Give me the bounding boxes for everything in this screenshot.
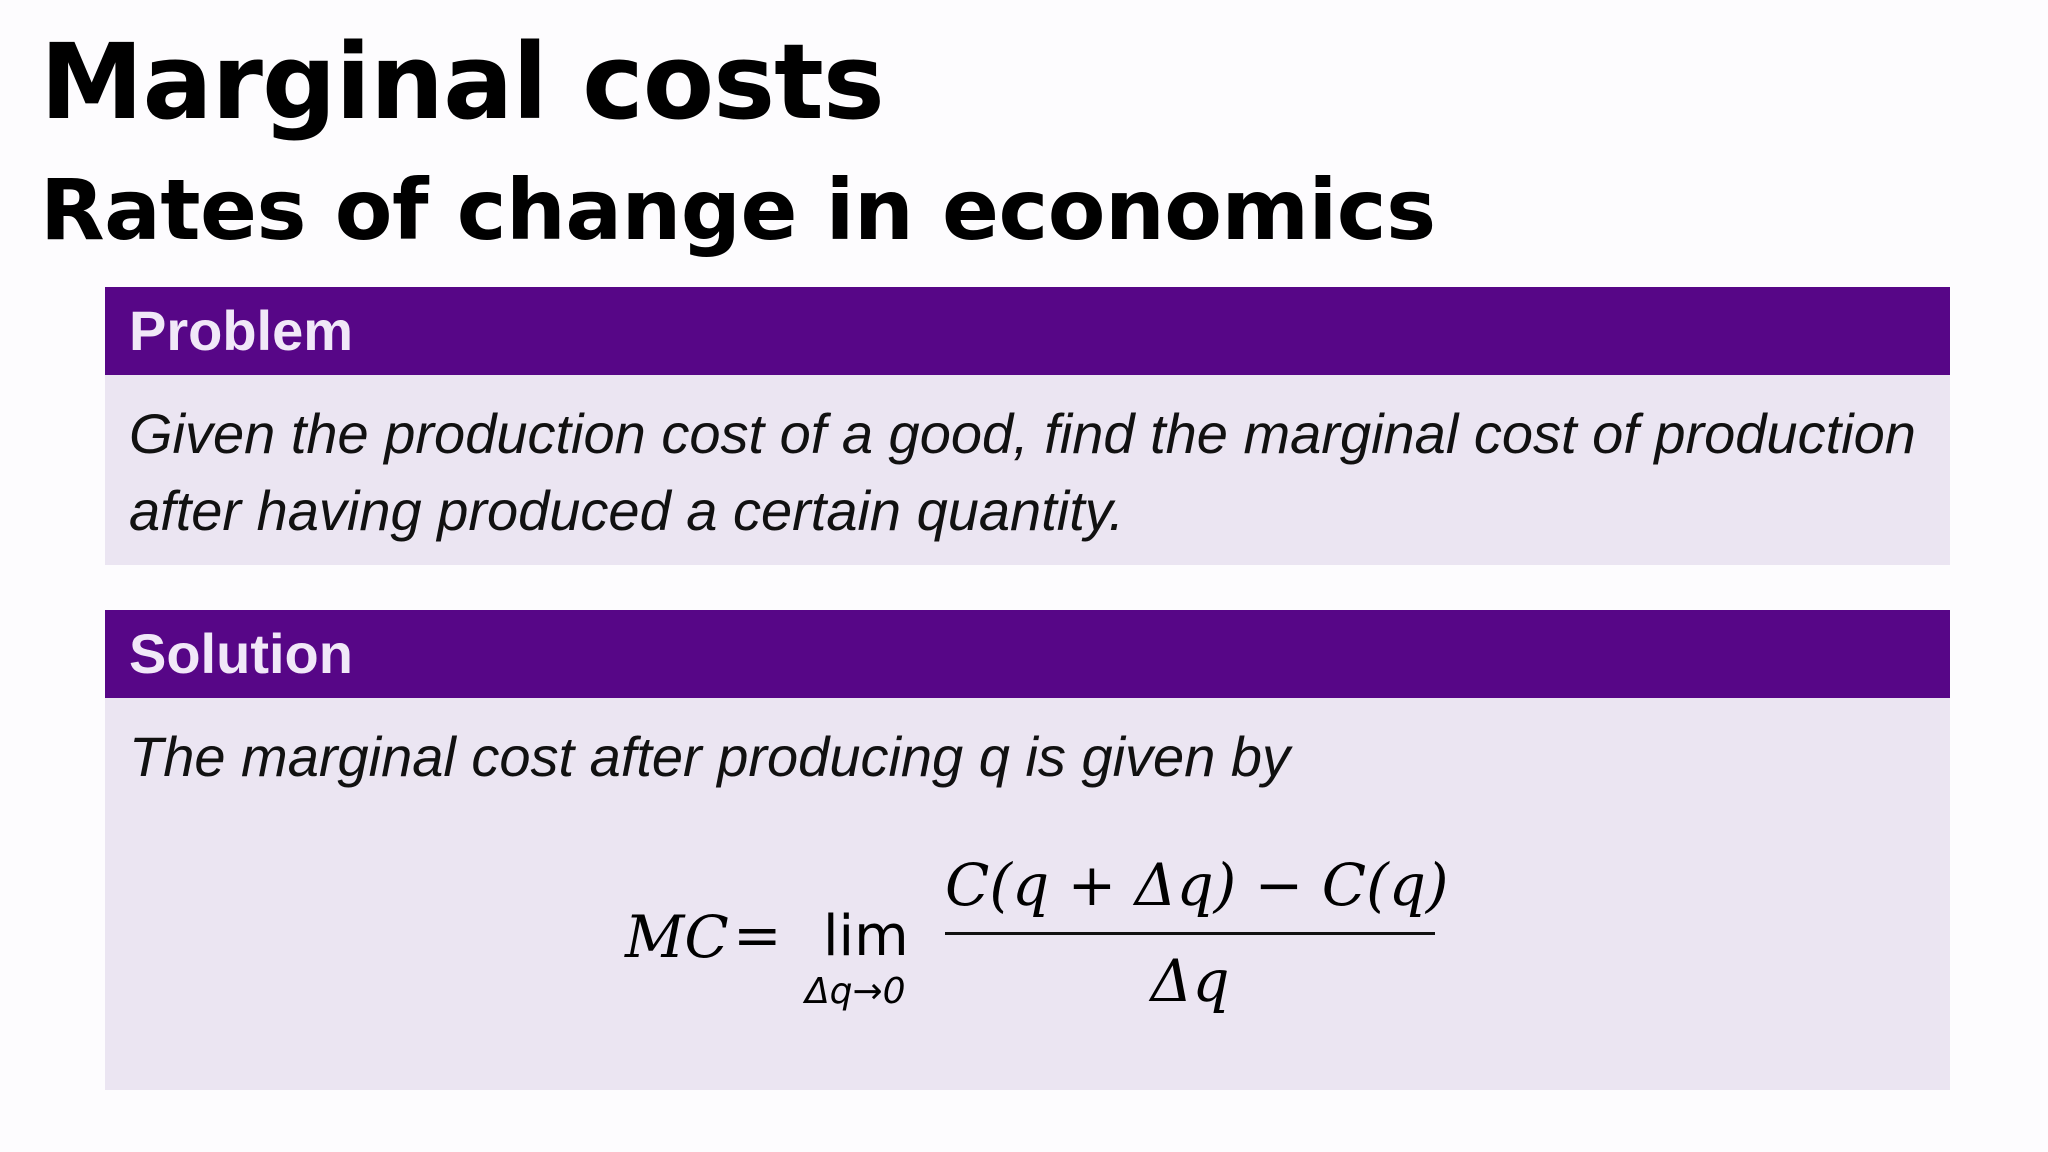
fraction-bar [945,932,1435,935]
problem-header: Problem [105,287,1950,375]
marginal-cost-formula: MC = lim Δq→0 C(q + Δq) − C(q) Δq [105,850,1950,1020]
limit-subscript: Δq→0 [805,971,906,1012]
problem-text: Given the production cost of a good, fin… [129,402,1916,542]
formula-lhs: MC [625,903,729,971]
solution-header: Solution [105,610,1950,698]
solution-block: Solution The marginal cost after produci… [105,610,1950,1090]
limit-operator: lim [823,904,909,969]
problem-block: Problem Given the production cost of a g… [105,287,1950,565]
page-subtitle: Rates of change in economics [40,161,1436,259]
fraction-denominator: Δq [1150,947,1230,1015]
solution-text: The marginal cost after producing q is g… [129,725,1291,788]
fraction-numerator: C(q + Δq) − C(q) [945,851,1449,919]
page-title: Marginal costs [40,21,885,143]
formula-equals: = [733,901,782,969]
